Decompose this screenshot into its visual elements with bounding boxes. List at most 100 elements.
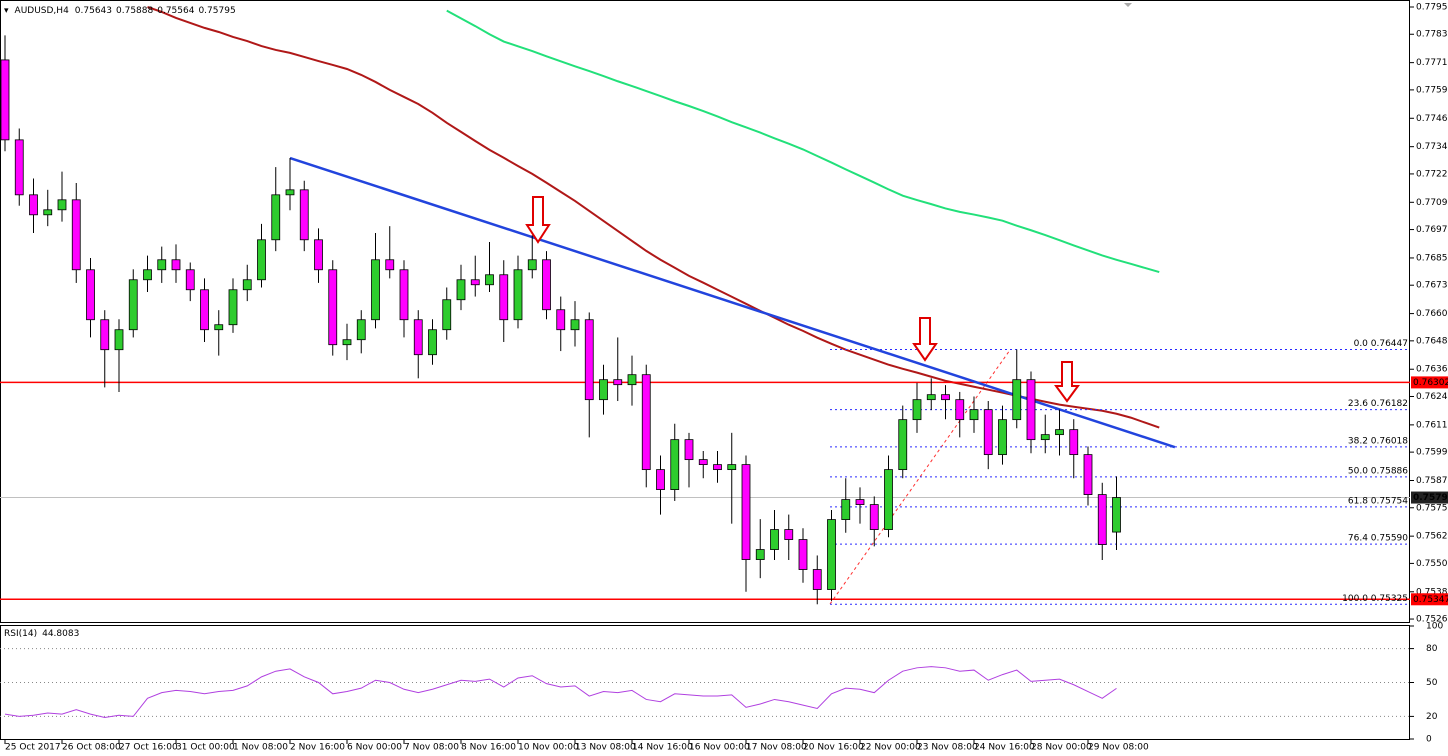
x-tick-label: 7 Nov 08:00: [404, 743, 459, 753]
candle-body: [812, 569, 822, 590]
candle-body: [613, 379, 623, 386]
arrow: [525, 196, 551, 244]
candle-body: [1112, 497, 1121, 533]
candle-body: [741, 464, 751, 560]
candle-body: [1055, 429, 1064, 436]
candle-body: [898, 419, 908, 471]
arrow: [912, 317, 938, 362]
y-tick-label: 0.76485: [1416, 336, 1448, 346]
candle-body: [755, 549, 765, 560]
candle-body: [71, 199, 81, 271]
candle-body: [798, 539, 808, 570]
candle-body: [299, 189, 309, 241]
candle-body: [556, 309, 566, 331]
candle-body: [513, 269, 523, 321]
candle-body: [698, 459, 708, 466]
candle-body: [328, 269, 338, 346]
fib-label: 61.8 0.75754: [1348, 496, 1408, 506]
x-tick-label: 31 Oct 00:00: [176, 743, 235, 753]
candle-body: [399, 269, 409, 321]
candle-body: [200, 289, 209, 331]
candle-body: [470, 279, 480, 286]
x-tick-label: 20 Nov 16:00: [803, 743, 864, 753]
candle-body: [670, 439, 680, 490]
x-tick-label: 27 Oct 16:00: [119, 743, 178, 753]
candle-body: [214, 324, 224, 331]
high-value: 0.75888: [116, 6, 153, 16]
level-label: 0.75347: [1413, 595, 1448, 605]
price-panel: [0, 0, 1410, 623]
candle-body: [784, 529, 794, 540]
candle-body: [185, 269, 195, 291]
rsi-tick-label: 50: [1426, 678, 1438, 688]
candle-body: [314, 239, 323, 271]
y-tick-label: 0.77095: [1416, 198, 1448, 208]
candle-body: [584, 319, 594, 401]
x-tick-label: 22 Nov 00:00: [860, 743, 921, 753]
candle-body: [413, 319, 423, 356]
y-tick-label: 0.76115: [1416, 420, 1448, 430]
rsi-current: 44.8083: [42, 629, 79, 639]
x-tick-label: 25 Oct 2017: [5, 743, 61, 753]
x-tick-label: 29 Nov 08:00: [1088, 743, 1149, 753]
fib-label: 76.4 0.75590: [1348, 534, 1408, 544]
x-tick-label: 13 Nov 08:00: [575, 743, 636, 753]
candle-body: [1069, 429, 1079, 456]
menu-icon: ▾: [4, 6, 9, 16]
candle-body: [342, 339, 352, 346]
last-price-box: [1411, 491, 1448, 504]
candle-body: [770, 529, 779, 550]
candle-body: [869, 504, 879, 530]
candle-body: [356, 319, 366, 341]
y-tick-label: 0.75625: [1416, 532, 1448, 542]
x-tick-label: 17 Nov 08:00: [746, 743, 807, 753]
header: ▾ AUDUSD,H4 0.75643 0.75888 0.75564 0.75795: [4, 6, 236, 16]
candle-body: [143, 269, 152, 281]
candle-body: [29, 194, 38, 216]
fib-label: 100.0 0.75325: [1342, 594, 1408, 604]
candle-body: [684, 439, 694, 461]
x-tick-label: 1 Nov 08:00: [233, 743, 288, 753]
rsi-tick-label: 80: [1426, 644, 1438, 654]
candle-body: [599, 379, 608, 401]
y-tick-label: 0.77955: [1416, 2, 1448, 12]
x-tick-label: 28 Nov 00:00: [1031, 743, 1092, 753]
level-box: [1411, 593, 1448, 606]
candle-body: [527, 259, 537, 271]
candle-body: [827, 519, 836, 590]
rsi-tick-label: 0: [1426, 735, 1432, 745]
candle-body: [385, 259, 395, 271]
candle-body: [0, 59, 10, 141]
x-tick-label: 23 Nov 08:00: [917, 743, 978, 753]
candle-body: [371, 259, 380, 321]
candle-body: [912, 399, 922, 421]
candle-body: [228, 289, 238, 326]
moving-average: [446, 9, 1160, 273]
rsi-line: [4, 666, 1117, 719]
candle-body: [499, 274, 509, 321]
candle-body: [86, 269, 95, 321]
arrow: [1054, 361, 1080, 403]
candle-body: [1040, 434, 1050, 441]
candle-body: [456, 279, 466, 301]
candle-body: [727, 464, 737, 471]
candle-body: [841, 499, 851, 520]
x-tick-label: 16 Nov 00:00: [689, 743, 750, 753]
candle-body: [242, 279, 252, 291]
x-tick-label: 26 Oct 08:00: [62, 743, 121, 753]
fib-baseline: [829, 349, 1011, 605]
